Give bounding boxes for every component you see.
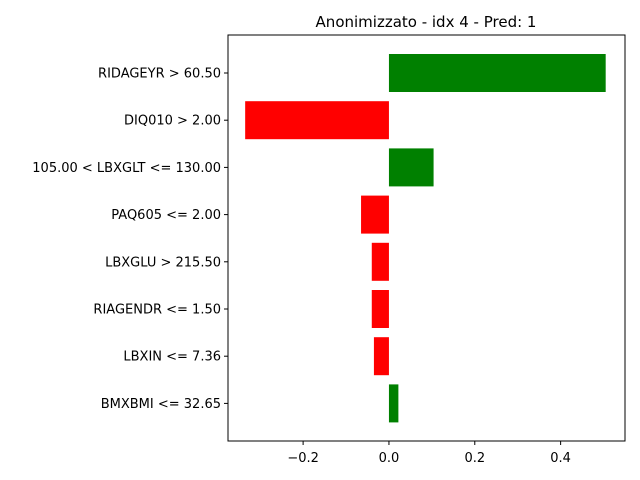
category-label: BMXBMI <= 32.65 (101, 397, 221, 412)
bar-6 (373, 337, 389, 376)
bar-5 (371, 290, 389, 328)
bar-2 (388, 148, 434, 187)
category-label: RIDAGEYR > 60.50 (98, 67, 221, 82)
x-tick-label: 0.2 (464, 451, 485, 466)
bar-1 (245, 101, 389, 140)
bar-7 (388, 384, 399, 423)
plot-frame (227, 34, 626, 442)
category-label: LBXGLU > 215.50 (105, 255, 221, 270)
x-tick-label: 0.0 (379, 451, 400, 466)
category-label: 105.00 < LBXGLT <= 130.00 (32, 161, 221, 176)
category-label: PAQ605 <= 2.00 (111, 208, 221, 223)
category-label: RIAGENDR <= 1.50 (93, 303, 221, 318)
bar-0 (388, 54, 606, 92)
x-axis-ticks: −0.2 0.0 0.2 0.4 (287, 441, 571, 466)
category-label: LBXIN <= 7.36 (123, 350, 221, 365)
x-tick-label: −0.2 (287, 451, 319, 466)
x-tick-label: 0.4 (550, 451, 571, 466)
chart-title: Anonimizzato - idx 4 - Pred: 1 (316, 13, 537, 31)
bar-3 (361, 195, 389, 234)
bars-group (245, 54, 606, 423)
category-labels: RIDAGEYR > 60.50 DIQ010 > 2.00 105.00 < LB… (32, 67, 228, 412)
category-label: DIQ010 > 2.00 (124, 114, 221, 129)
bar-4 (371, 242, 389, 281)
